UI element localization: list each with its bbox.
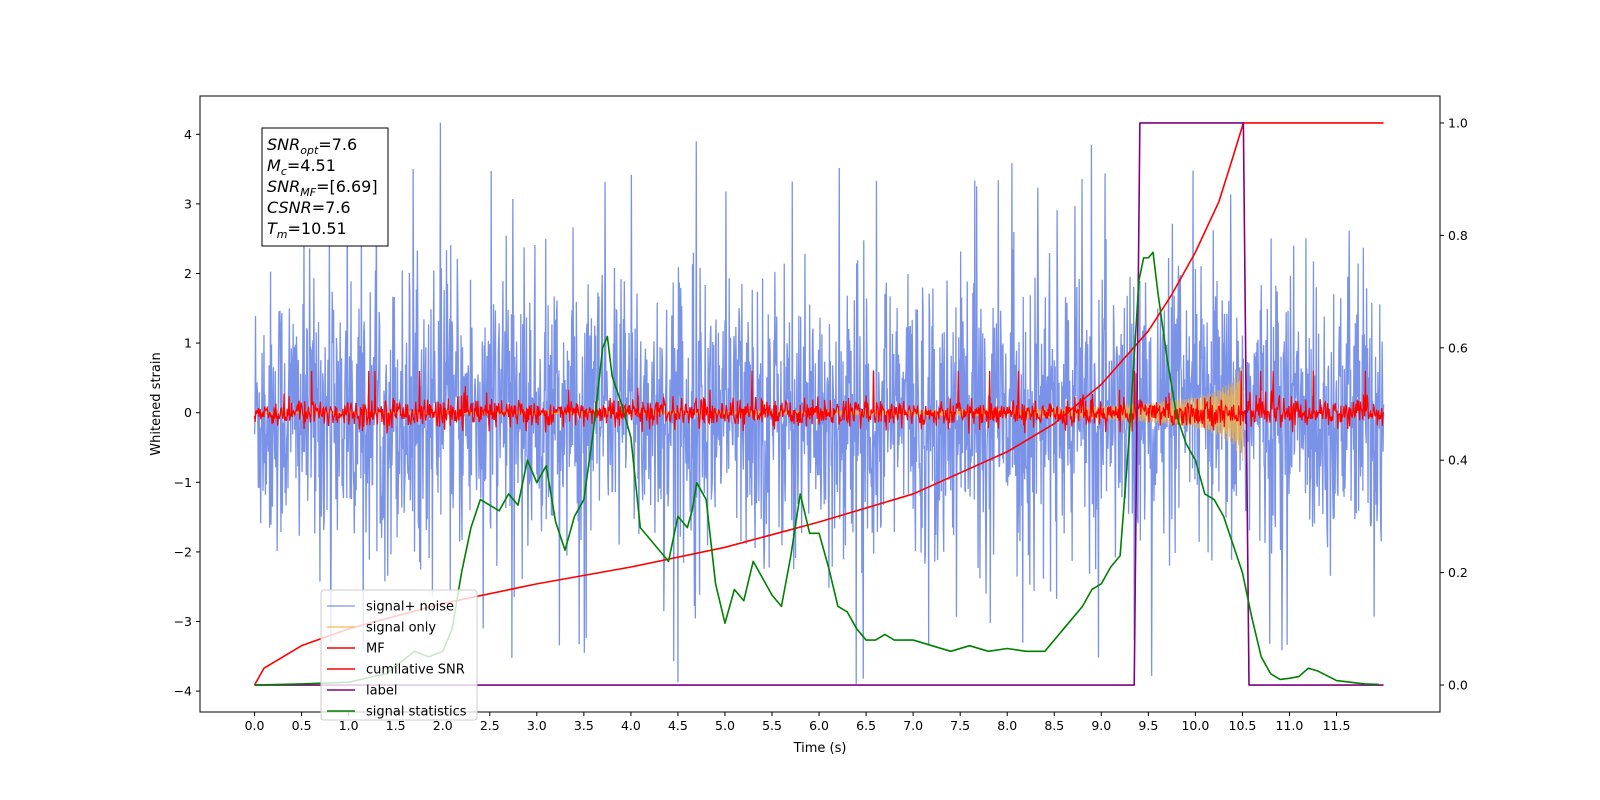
y2-tick-label: 1.0	[1448, 115, 1468, 130]
x-tick-label: 10.5	[1229, 718, 1257, 733]
series-label-line	[254, 122, 1384, 686]
x-tick-label: 7.5	[950, 718, 970, 733]
annotation-line: SNRopt=7.6	[267, 135, 357, 157]
legend-label: signal only	[366, 621, 436, 636]
annotation-line: CSNR=7.6	[267, 198, 351, 217]
annotation-symbol: SNR	[267, 135, 300, 154]
x-tick-label: 2.0	[433, 718, 453, 733]
x-tick-label: 9.0	[1091, 718, 1111, 733]
x-tick-label: 8.0	[997, 718, 1017, 733]
annotation-symbol: T	[267, 219, 278, 238]
x-tick-label: 0.5	[292, 718, 312, 733]
x-tick-label: 9.5	[1138, 718, 1158, 733]
y-axis-label: Whitened strain	[149, 352, 164, 455]
x-tick-label: 3.5	[574, 718, 594, 733]
x-tick-label: 2.5	[480, 718, 500, 733]
y-tick-label: −1	[174, 475, 192, 490]
annotation-value: =7.6	[312, 198, 351, 217]
series-signal-noise-line	[253, 122, 1385, 684]
annotation-line: Tm=10.51	[267, 219, 347, 241]
y-tick-label: 0	[184, 405, 192, 420]
y-tick-label: 4	[184, 127, 192, 142]
x-tick-label: 7.0	[903, 718, 923, 733]
legend: signal+ noise signal only MF cumilative SNR…	[320, 589, 478, 721]
x-tick-label: 11.5	[1323, 718, 1351, 733]
y-tick-label: 2	[184, 266, 192, 281]
x-axis: 0.0 0.5 1.0 1.5 2.0 2.5 3.0 3.5 4.0 4.5 5.0 5.5 6.0 6…	[245, 712, 1351, 733]
x-tick-label: 5.0	[715, 718, 735, 733]
legend-label: cumilative SNR	[366, 663, 465, 678]
annotation-value: =7.6	[318, 135, 357, 154]
annotation-value: =10.51	[288, 219, 347, 238]
x-tick-label: 4.5	[668, 718, 688, 733]
y-tick-label: −3	[174, 614, 192, 629]
series-mf-line	[253, 370, 1385, 434]
y-axis-right: 0.0 0.2 0.4 0.6 0.8 1.0	[1440, 115, 1468, 693]
y2-tick-label: 0.2	[1448, 565, 1468, 580]
annotation-symbol: CSNR	[267, 198, 312, 217]
legend-frame	[320, 589, 478, 721]
series-signal-statistics-line	[254, 251, 1379, 686]
y-axis-left: −4 −3 −2 −1 0 1 2 3 4	[174, 127, 200, 699]
legend-label: signal statistics	[366, 705, 467, 720]
y2-tick-label: 0.8	[1448, 228, 1468, 243]
legend-label: signal+ noise	[366, 600, 454, 615]
x-tick-label: 10.0	[1181, 718, 1209, 733]
annotation-line: SNRMF=[6.69]	[267, 177, 378, 199]
annotation-box: SNRopt=7.6Mc=4.51SNRMF=[6.69]CSNR=7.6Tm=…	[261, 127, 389, 247]
annotation-symbol: SNR	[267, 177, 300, 196]
y2-tick-label: 0.4	[1448, 453, 1468, 468]
annotation-symbol: M	[267, 156, 281, 175]
annotation-subscript: MF	[300, 186, 316, 199]
x-tick-label: 5.5	[762, 718, 782, 733]
annotation-subscript: c	[281, 165, 287, 178]
y2-tick-label: 0.0	[1448, 678, 1468, 693]
annotation-value: =4.51	[287, 156, 336, 175]
x-tick-label: 1.0	[339, 718, 359, 733]
axes-frame	[199, 95, 1441, 713]
x-tick-label: 6.5	[856, 718, 876, 733]
y-tick-label: 3	[184, 196, 192, 211]
x-tick-label: 6.0	[809, 718, 829, 733]
annotation-value: =[6.69]	[316, 177, 378, 196]
x-tick-label: 11.0	[1276, 718, 1304, 733]
legend-label: label	[366, 684, 397, 699]
annotation-subscript: m	[277, 228, 288, 241]
annotation-box-frame	[261, 127, 389, 247]
annotation-subscript: opt	[300, 144, 319, 157]
x-tick-label: 0.0	[245, 718, 265, 733]
y-tick-label: −4	[174, 684, 192, 699]
y-tick-label: 1	[184, 336, 192, 351]
y-tick-label: −2	[174, 544, 192, 559]
x-tick-label: 1.5	[386, 718, 406, 733]
y2-tick-label: 0.6	[1448, 340, 1468, 355]
x-tick-label: 3.0	[527, 718, 547, 733]
x-axis-label: Time (s)	[793, 741, 847, 756]
legend-label: MF	[366, 642, 385, 657]
annotation-line: Mc=4.51	[267, 156, 336, 178]
x-tick-label: 4.0	[621, 718, 641, 733]
x-tick-label: 8.5	[1044, 718, 1064, 733]
